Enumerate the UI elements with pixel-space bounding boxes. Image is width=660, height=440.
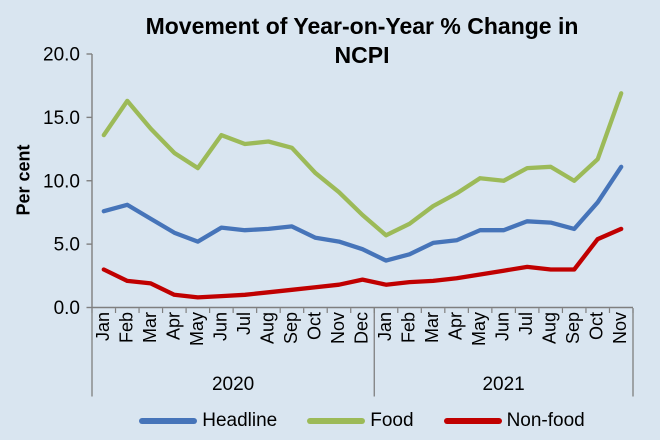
year-label: 2020 (212, 374, 254, 395)
month-label: Feb (116, 312, 136, 343)
series-line-non-food (101, 226, 624, 300)
month-label: Jan (93, 312, 113, 341)
month-label: Aug (257, 312, 277, 344)
chart-title: Movement of Year-on-Year % Change in NCP… (62, 12, 660, 70)
month-label: Nov (610, 312, 630, 344)
legend-swatch (139, 418, 198, 424)
month-label: Mar (140, 312, 160, 343)
month-label: Nov (328, 312, 348, 344)
month-label: Feb (399, 312, 419, 343)
month-label: Jun (210, 312, 230, 341)
series-line-food (101, 91, 624, 238)
y-tick-label: 10.0 (43, 171, 80, 192)
month-label: Oct (304, 312, 324, 340)
legend-item-food: Food (307, 410, 414, 432)
month-label: Oct (587, 312, 607, 340)
chart-title-line1: Movement of Year-on-Year % Change in (145, 13, 579, 39)
y-tick-label: 5.0 (54, 235, 80, 256)
y-tick-label: 15.0 (43, 108, 80, 129)
series-line-headline (101, 164, 624, 263)
month-label: Jul (234, 312, 254, 335)
month-label: Aug (540, 312, 560, 344)
month-label: Jun (493, 312, 513, 341)
legend: Headline Food Non-food (62, 406, 660, 436)
legend-swatch (443, 418, 502, 424)
month-label: Jul (516, 312, 536, 335)
legend-label: Food (370, 410, 414, 431)
month-label: Dec (352, 312, 372, 344)
month-label: May (187, 312, 207, 346)
legend-label: Headline (202, 410, 278, 431)
y-tick-label: 0.0 (54, 298, 80, 319)
month-label: Apr (446, 312, 466, 340)
legend-label: Non-food (506, 410, 585, 431)
legend-item-headline: Headline (139, 410, 277, 432)
legend-swatch (307, 418, 366, 424)
month-label: Mar (422, 312, 442, 343)
chart-title-line2: NCPI (334, 42, 390, 68)
legend-item-non-food: Non-food (443, 410, 585, 432)
month-label: Jan (375, 312, 395, 341)
y-tick-label: 20.0 (43, 45, 80, 66)
month-label: May (469, 312, 489, 346)
year-label: 2021 (482, 374, 524, 395)
month-label: Sep (563, 312, 583, 344)
month-label: Sep (281, 312, 301, 344)
month-label: Apr (163, 312, 183, 340)
